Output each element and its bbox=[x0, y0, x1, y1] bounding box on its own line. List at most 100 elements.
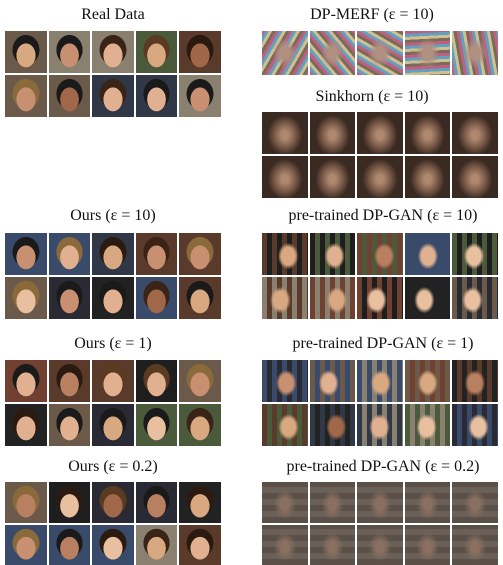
sample-image bbox=[179, 482, 221, 523]
sample-image bbox=[262, 360, 308, 402]
image-grid bbox=[5, 31, 221, 117]
panel-title: Ours (ε = 0.2) bbox=[68, 458, 158, 476]
sample-image bbox=[357, 525, 403, 565]
sample-image bbox=[92, 31, 134, 73]
sample-image bbox=[136, 75, 178, 117]
sample-image bbox=[452, 31, 498, 75]
sample-image bbox=[179, 277, 221, 319]
sample-image bbox=[92, 233, 134, 275]
sample-image bbox=[92, 525, 134, 565]
image-grid bbox=[5, 233, 221, 319]
panel-title: Ours (ε = 10) bbox=[70, 207, 156, 225]
panel-title: pre-trained DP-GAN (ε = 0.2) bbox=[286, 458, 479, 476]
sample-image bbox=[262, 404, 308, 446]
sample-image bbox=[49, 233, 91, 275]
sample-image bbox=[357, 233, 403, 275]
panel-title: pre-trained DP-GAN (ε = 10) bbox=[288, 207, 477, 225]
sample-image bbox=[262, 233, 308, 275]
sample-image bbox=[262, 525, 308, 565]
sample-image bbox=[405, 156, 451, 198]
sample-image bbox=[5, 404, 47, 446]
sample-image bbox=[357, 156, 403, 198]
sample-image bbox=[49, 525, 91, 565]
image-grid bbox=[262, 31, 498, 75]
sample-image bbox=[5, 525, 47, 565]
sample-image bbox=[405, 31, 451, 75]
sample-image bbox=[179, 31, 221, 73]
sample-image bbox=[262, 156, 308, 198]
sample-image bbox=[452, 112, 498, 154]
sample-image bbox=[136, 233, 178, 275]
sample-image bbox=[49, 277, 91, 319]
sample-image bbox=[405, 482, 451, 523]
sample-image bbox=[179, 404, 221, 446]
image-grid bbox=[262, 233, 498, 319]
sample-image bbox=[452, 277, 498, 319]
sample-image bbox=[136, 404, 178, 446]
sample-image bbox=[92, 277, 134, 319]
sample-image bbox=[179, 233, 221, 275]
sample-image bbox=[49, 31, 91, 73]
sample-image bbox=[452, 404, 498, 446]
sample-image bbox=[405, 233, 451, 275]
sample-image bbox=[92, 404, 134, 446]
sample-image bbox=[262, 482, 308, 523]
sample-image bbox=[452, 482, 498, 523]
panel-title: Real Data bbox=[81, 6, 145, 24]
sample-image bbox=[179, 360, 221, 402]
sample-image bbox=[5, 360, 47, 402]
sample-image bbox=[310, 404, 356, 446]
sample-image bbox=[405, 277, 451, 319]
sample-image bbox=[136, 360, 178, 402]
sample-image bbox=[49, 482, 91, 523]
image-grid bbox=[262, 112, 498, 198]
sample-image bbox=[136, 525, 178, 565]
sample-image bbox=[405, 112, 451, 154]
sample-image bbox=[49, 360, 91, 402]
sample-image bbox=[310, 277, 356, 319]
sample-image bbox=[136, 31, 178, 73]
sample-image bbox=[452, 360, 498, 402]
sample-image bbox=[5, 482, 47, 523]
sample-image bbox=[310, 112, 356, 154]
sample-image bbox=[310, 156, 356, 198]
sample-image bbox=[5, 233, 47, 275]
sample-image bbox=[357, 277, 403, 319]
image-grid bbox=[262, 360, 498, 446]
sample-image bbox=[405, 360, 451, 402]
sample-image bbox=[405, 525, 451, 565]
sample-image bbox=[310, 482, 356, 523]
image-grid bbox=[5, 482, 221, 565]
sample-image bbox=[5, 31, 47, 73]
sample-image bbox=[405, 404, 451, 446]
panel-title: Sinkhorn (ε = 10) bbox=[315, 88, 428, 106]
panel-title: pre-trained DP-GAN (ε = 1) bbox=[292, 335, 473, 353]
sample-image bbox=[179, 75, 221, 117]
sample-image bbox=[92, 360, 134, 402]
sample-image bbox=[136, 277, 178, 319]
sample-image bbox=[357, 482, 403, 523]
sample-image bbox=[92, 75, 134, 117]
sample-image bbox=[262, 31, 308, 75]
sample-image bbox=[357, 112, 403, 154]
sample-image bbox=[262, 277, 308, 319]
sample-image bbox=[357, 404, 403, 446]
sample-image bbox=[452, 525, 498, 565]
sample-image bbox=[310, 233, 356, 275]
sample-image bbox=[357, 360, 403, 402]
sample-image bbox=[5, 75, 47, 117]
image-grid bbox=[5, 360, 221, 446]
sample-image bbox=[310, 360, 356, 402]
sample-image bbox=[310, 31, 356, 75]
sample-image bbox=[310, 525, 356, 565]
sample-image bbox=[92, 482, 134, 523]
sample-image bbox=[49, 404, 91, 446]
sample-image bbox=[179, 525, 221, 565]
sample-image bbox=[5, 277, 47, 319]
sample-image bbox=[262, 112, 308, 154]
panel-title: Ours (ε = 1) bbox=[74, 335, 152, 353]
sample-image bbox=[452, 233, 498, 275]
image-grid bbox=[262, 482, 498, 565]
panel-title: DP-MERF (ε = 10) bbox=[310, 6, 434, 24]
sample-image bbox=[357, 31, 403, 75]
